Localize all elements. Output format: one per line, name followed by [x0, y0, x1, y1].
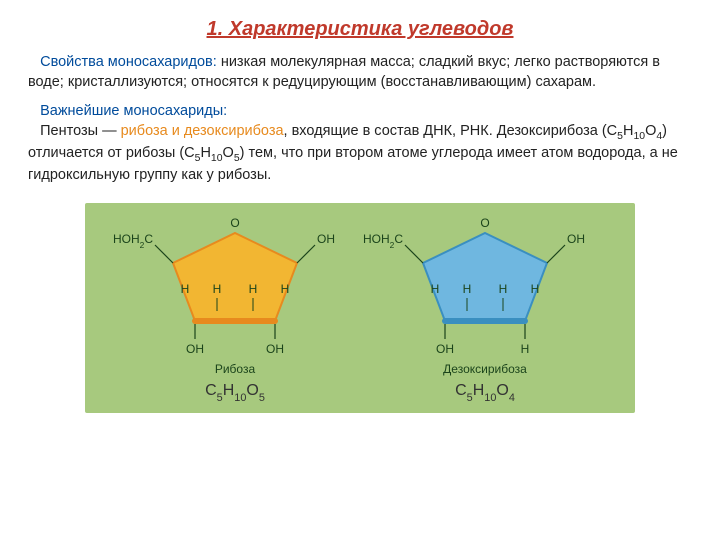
svg-text:H: H	[213, 282, 222, 296]
paragraph-important: Важнейшие моносахариды: Пентозы — рибоза…	[28, 102, 692, 185]
svg-text:OH: OH	[317, 232, 335, 246]
svg-text:H: H	[521, 342, 530, 356]
svg-text:H: H	[431, 282, 440, 296]
svg-text:H: H	[181, 282, 190, 296]
svg-text:O: O	[480, 216, 489, 230]
svg-text:Дезоксирибоза: Дезоксирибоза	[443, 362, 527, 376]
p2-c: , входящие в состав ДНК, РНК. Дезоксириб…	[284, 123, 618, 139]
p2-lead: Важнейшие моносахариды	[40, 103, 223, 119]
svg-text:OH: OH	[436, 342, 454, 356]
svg-text:H: H	[281, 282, 290, 296]
p2-b: рибоза и дезоксирибоза	[121, 123, 284, 139]
svg-text:OH: OH	[266, 342, 284, 356]
svg-text:O: O	[230, 216, 239, 230]
p1-lead: Свойства моносахаридов:	[40, 54, 217, 70]
svg-text:OH: OH	[567, 232, 585, 246]
svg-text:H: H	[463, 282, 472, 296]
svg-text:H: H	[499, 282, 508, 296]
svg-text:Рибоза: Рибоза	[215, 362, 256, 376]
molecule-diagram: OHOH2COHHHHHOHOHРибозаC5H10O5OHOH2COHHHH…	[28, 203, 692, 413]
page-title: 1. Характеристика углеводов	[28, 18, 692, 41]
svg-text:H: H	[531, 282, 540, 296]
paragraph-properties: Свойства моносахаридов: низкая молекуляр…	[28, 53, 692, 92]
svg-text:H: H	[249, 282, 258, 296]
p2-a: Пентозы —	[40, 123, 121, 139]
svg-text:OH: OH	[186, 342, 204, 356]
